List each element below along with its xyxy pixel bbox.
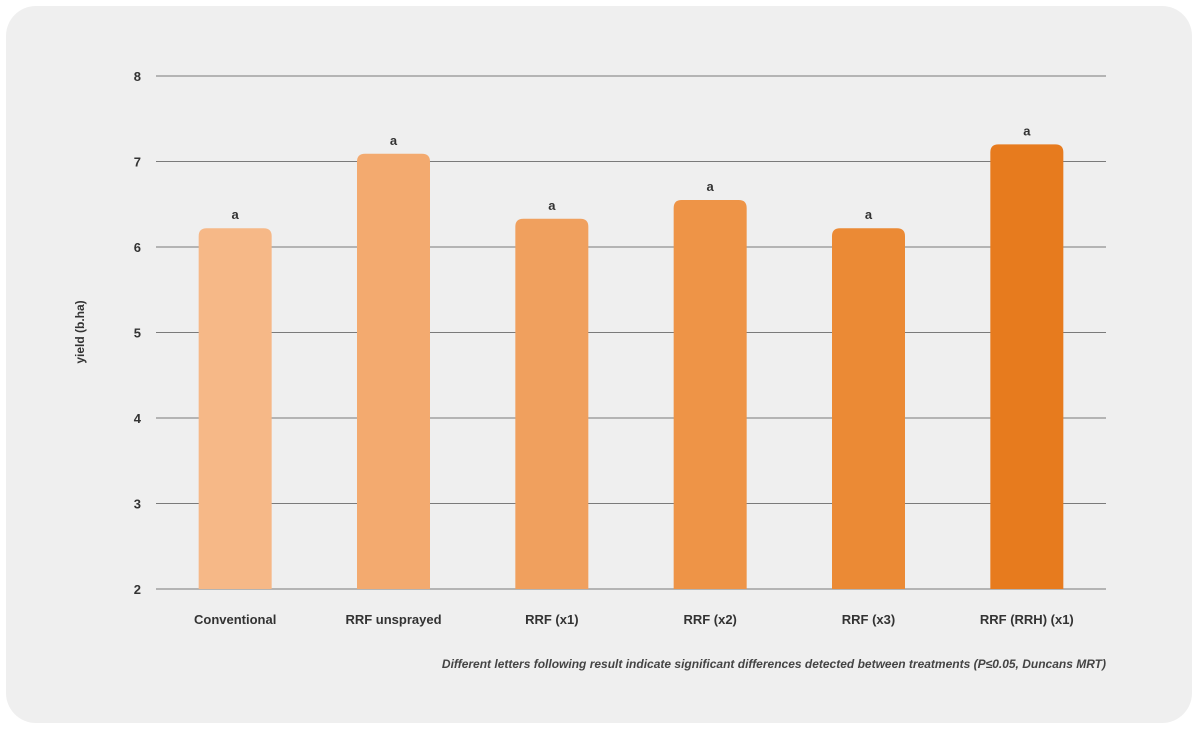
bar-value-label: a xyxy=(390,133,398,148)
y-tick-label: 2 xyxy=(134,582,141,597)
gridlines xyxy=(156,75,1106,590)
bars xyxy=(198,144,1064,589)
y-tick-label: 4 xyxy=(134,411,142,426)
bar xyxy=(357,153,430,589)
x-tick-label: RRF unsprayed xyxy=(345,612,441,627)
y-tick-label: 7 xyxy=(134,155,141,170)
x-tick-label: RRF (x2) xyxy=(683,612,736,627)
x-tick-label: RRF (x3) xyxy=(842,612,895,627)
y-axis-title: yield (b.ha) xyxy=(73,300,87,363)
bar-value-label: a xyxy=(1023,123,1031,138)
y-tick-label: 6 xyxy=(134,240,141,255)
bar-value-label: a xyxy=(865,207,873,222)
bar-value-label: a xyxy=(232,207,240,222)
y-tick-label: 3 xyxy=(134,497,141,512)
y-tick-label: 5 xyxy=(134,326,141,341)
bar-value-label: a xyxy=(548,198,556,213)
bar-value-label: a xyxy=(707,179,715,194)
bar xyxy=(515,218,589,589)
x-tick-label: RRF (x1) xyxy=(525,612,578,627)
y-tick-label: 8 xyxy=(134,69,141,84)
bar xyxy=(198,228,272,589)
labels: 2 3 4 5 6 7 8 a Conventional a RRF unsprayed a RRF (… xyxy=(134,69,1074,627)
footnote: Different letters following result indic… xyxy=(442,657,1106,671)
bar xyxy=(832,228,905,589)
x-tick-label: Conventional xyxy=(194,612,276,627)
bar xyxy=(673,199,747,589)
x-tick-label: RRF (RRH) (x1) xyxy=(980,612,1074,627)
bar xyxy=(990,144,1064,589)
